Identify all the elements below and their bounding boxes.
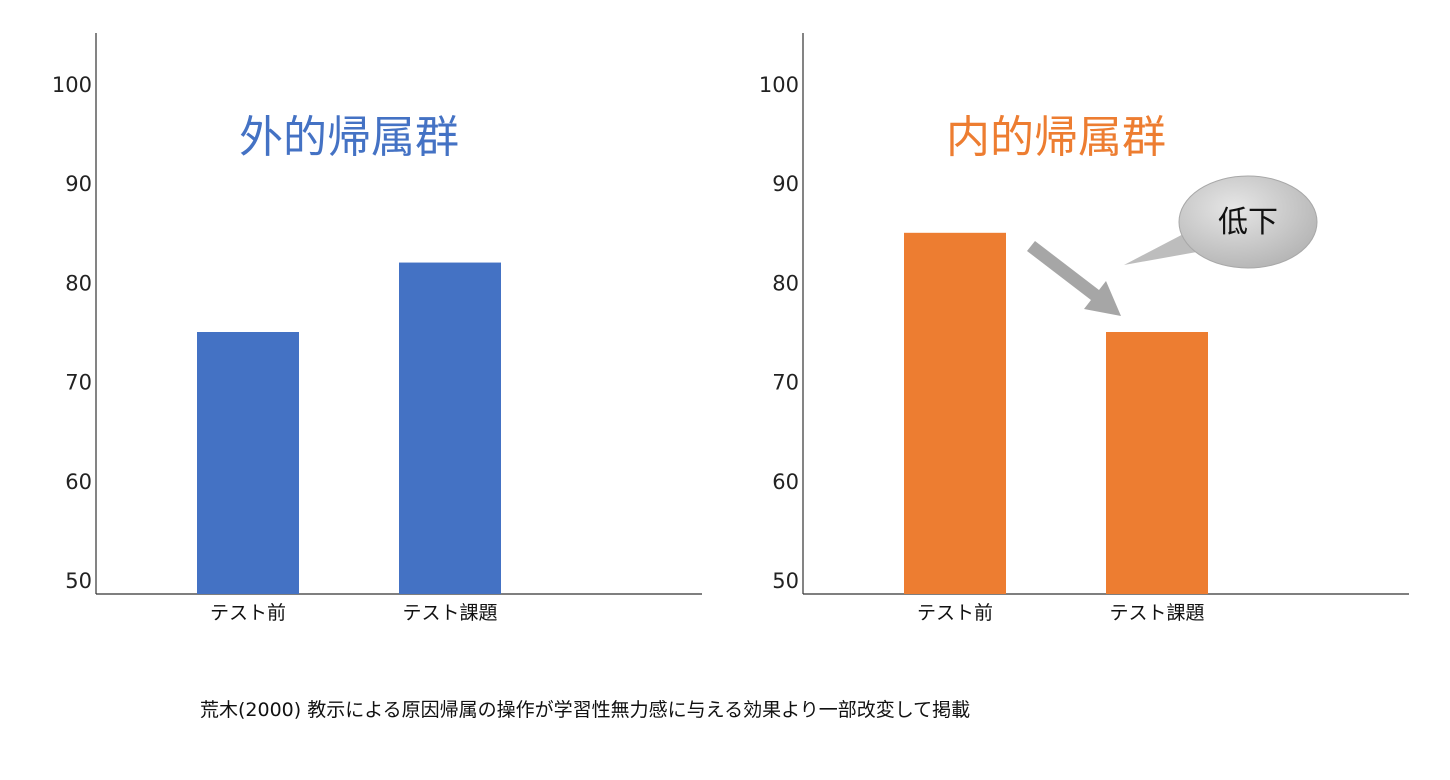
source-caption: 荒木(2000) 教示による原因帰属の操作が学習性無力感に与える効果より一部改変… <box>200 699 971 721</box>
y-tick-label: 90 <box>65 172 92 196</box>
category-label: テスト課題 <box>402 602 497 624</box>
y-tick-labels: 50 60 70 80 90 100 <box>759 73 799 593</box>
speech-bubble-text: 低下 <box>1218 205 1278 240</box>
category-labels: テスト前 テスト課題 <box>917 602 1205 624</box>
decline-arrow <box>1027 241 1121 316</box>
y-tick-label: 50 <box>65 569 92 593</box>
y-tick-label: 80 <box>772 271 799 295</box>
y-tick-label: 60 <box>65 470 92 494</box>
chart-title: 内的帰属群 <box>946 112 1166 163</box>
category-label: テスト前 <box>917 602 993 624</box>
y-tick-label: 70 <box>772 371 799 395</box>
category-labels: テスト前 テスト課題 <box>210 602 498 624</box>
bar <box>399 262 501 594</box>
bar <box>904 232 1006 595</box>
chart-title: 外的帰属群 <box>239 112 459 163</box>
y-tick-label: 50 <box>772 569 799 593</box>
y-tick-label: 60 <box>772 470 799 494</box>
category-label: テスト前 <box>210 602 286 624</box>
y-tick-label: 90 <box>772 172 799 196</box>
y-tick-label: 70 <box>65 371 92 395</box>
y-tick-label: 100 <box>52 73 92 97</box>
y-tick-label: 80 <box>65 271 92 295</box>
bars <box>904 232 1208 595</box>
bar <box>197 332 299 594</box>
y-tick-labels: 50 60 70 80 90 100 <box>52 73 92 593</box>
chart-internal-attribution: 50 60 70 80 90 100 テスト前 テスト課題 内的帰属群 低下 <box>759 33 1409 624</box>
speech-bubble: 低下 <box>1124 175 1318 269</box>
bars <box>197 262 501 594</box>
chart-external-attribution: 50 60 70 80 90 100 テスト前 テスト課題 外的帰属群 <box>52 33 702 624</box>
category-label: テスト課題 <box>1109 602 1204 624</box>
bar <box>1106 332 1208 594</box>
speech-bubble-body <box>1178 175 1318 269</box>
y-tick-label: 100 <box>759 73 799 97</box>
